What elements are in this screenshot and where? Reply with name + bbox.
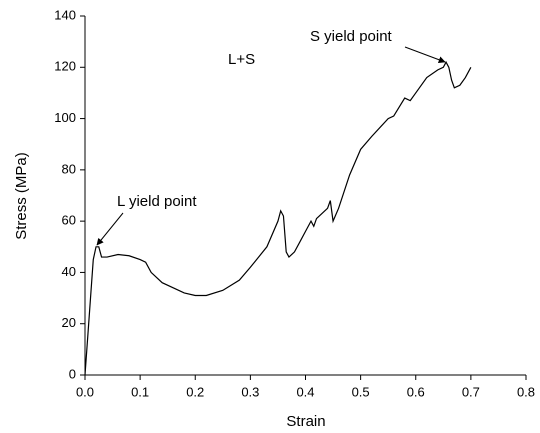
x-tick-label: 0.0	[76, 384, 94, 399]
y-tick-label: 0	[69, 366, 76, 381]
annotation: L+S	[228, 51, 255, 68]
y-tick-label: 120	[54, 59, 76, 74]
y-tick-label: 60	[62, 213, 76, 228]
x-tick-label: 0.6	[407, 384, 425, 399]
y-tick-label: 20	[62, 315, 76, 330]
y-tick-label: 140	[54, 7, 76, 22]
annotation: S yield point	[310, 28, 393, 45]
x-tick-label: 0.8	[517, 384, 535, 399]
x-tick-label: 0.3	[241, 384, 259, 399]
x-tick-label: 0.1	[131, 384, 149, 399]
y-tick-label: 100	[54, 110, 76, 125]
y-tick-label: 40	[62, 264, 76, 279]
x-tick-label: 0.2	[186, 384, 204, 399]
annotation: L yield point	[117, 193, 197, 210]
y-tick-label: 80	[62, 161, 76, 176]
x-tick-label: 0.5	[352, 384, 370, 399]
stress-strain-line	[84, 60, 472, 376]
x-tick-label: 0.7	[462, 384, 480, 399]
annotation-arrow	[96, 212, 124, 246]
annotation-arrow	[404, 46, 446, 64]
x-axis-label: Strain	[286, 413, 325, 430]
y-axis-label: Stress (MPa)	[13, 152, 30, 240]
x-tick-label: 0.4	[296, 384, 314, 399]
